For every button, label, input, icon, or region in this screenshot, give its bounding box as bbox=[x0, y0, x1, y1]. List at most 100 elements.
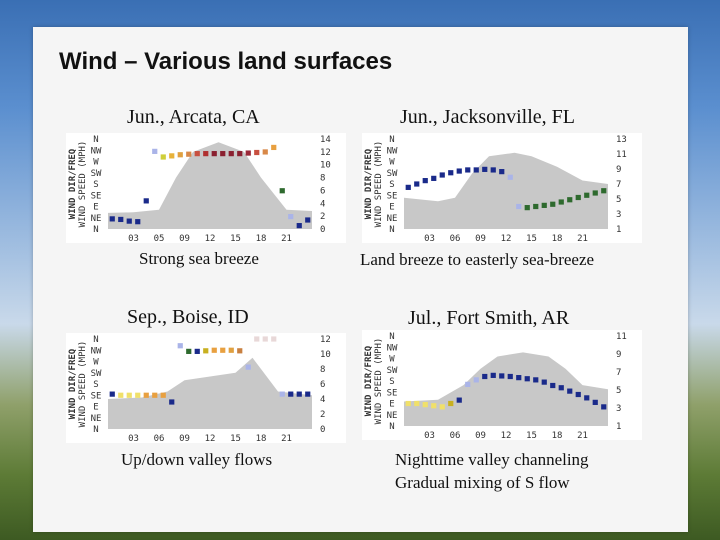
wind-chart-svg: WIND DIR/FREQ WIND SPEED (MPH)NNWWSWSSEEN… bbox=[362, 133, 642, 243]
wind-chart-fort-smith: WIND DIR/FREQ WIND SPEED (MPH) N NW W SW S SE E N… bbox=[362, 330, 642, 440]
direction-point bbox=[126, 392, 132, 398]
direction-point bbox=[507, 373, 513, 380]
direction-point bbox=[499, 373, 505, 379]
speed-tick-label: 6 bbox=[320, 380, 325, 390]
direction-point bbox=[533, 377, 539, 383]
direction-tick-label: NW bbox=[387, 146, 398, 156]
direction-point bbox=[592, 399, 598, 405]
direction-tick-label: N bbox=[389, 332, 394, 342]
direction-point bbox=[135, 392, 141, 398]
direction-point bbox=[516, 203, 522, 210]
x-tick-label: 15 bbox=[526, 431, 537, 440]
direction-point bbox=[422, 178, 428, 184]
chart-caption: Up/down valley flows bbox=[121, 450, 273, 469]
y-axis-label: WIND DIR/FREQ bbox=[68, 148, 78, 219]
x-tick-label: 15 bbox=[230, 434, 241, 443]
direction-point bbox=[592, 190, 598, 196]
direction-point bbox=[160, 392, 166, 398]
direction-tick-label: SW bbox=[91, 169, 102, 179]
direction-tick-label: E bbox=[93, 403, 98, 413]
direction-point bbox=[109, 391, 115, 397]
speed-tick-label: 5 bbox=[616, 195, 621, 205]
direction-point bbox=[482, 166, 488, 172]
direction-tick-label: NW bbox=[91, 346, 102, 356]
speed-tick-label: 11 bbox=[616, 332, 627, 342]
wind-chart-svg: WIND DIR/FREQ WIND SPEED (MPH)NNWWSWSSEEN… bbox=[66, 333, 346, 443]
direction-point bbox=[305, 217, 311, 223]
speed-tick-label: 9 bbox=[616, 350, 621, 360]
direction-point bbox=[228, 347, 234, 353]
y-axis-label-secondary: WIND SPEED (MPH) bbox=[374, 338, 384, 425]
direction-tick-label: S bbox=[389, 377, 394, 387]
direction-point bbox=[448, 400, 454, 407]
wind-chart-jacksonville: WIND DIR/FREQ WIND SPEED (MPH) N NW W SW S SE E N… bbox=[362, 133, 642, 243]
x-tick-label: 21 bbox=[577, 234, 588, 243]
speed-tick-label: 8 bbox=[320, 174, 325, 184]
direction-point bbox=[237, 348, 243, 354]
direction-point bbox=[305, 391, 311, 397]
x-tick-label: 06 bbox=[450, 431, 461, 440]
x-tick-label: 15 bbox=[526, 234, 537, 243]
direction-point bbox=[405, 400, 411, 407]
direction-point bbox=[254, 149, 260, 156]
direction-point bbox=[584, 192, 590, 198]
chart-caption: Strong sea breeze bbox=[139, 249, 259, 268]
speed-tick-label: 4 bbox=[320, 199, 325, 209]
direction-tick-label: N bbox=[93, 135, 98, 145]
direction-tick-label: N bbox=[389, 422, 394, 432]
direction-tick-label: E bbox=[389, 203, 394, 213]
x-tick-label: 06 bbox=[154, 434, 165, 443]
direction-tick-label: E bbox=[389, 400, 394, 410]
direction-point bbox=[601, 404, 607, 410]
direction-point bbox=[109, 216, 115, 222]
speed-tick-label: 1 bbox=[616, 225, 621, 235]
direction-point bbox=[575, 391, 581, 398]
direction-point bbox=[169, 153, 175, 159]
y-axis-label-secondary: WIND SPEED (MPH) bbox=[374, 141, 384, 228]
direction-tick-label: NE bbox=[91, 414, 102, 424]
speed-tick-label: 7 bbox=[616, 368, 621, 378]
x-tick-label: 21 bbox=[281, 234, 292, 243]
speed-tick-label: 12 bbox=[320, 335, 331, 345]
direction-tick-label: N bbox=[389, 225, 394, 235]
direction-tick-label: NE bbox=[387, 214, 398, 224]
direction-point bbox=[431, 403, 437, 409]
direction-point bbox=[516, 375, 522, 381]
direction-point bbox=[473, 167, 479, 173]
direction-point bbox=[245, 364, 251, 370]
direction-tick-label: E bbox=[93, 203, 98, 213]
direction-point bbox=[541, 202, 547, 208]
chart-caption: Land breeze to easterly sea-breeze bbox=[360, 250, 595, 269]
speed-tick-label: 2 bbox=[320, 212, 325, 222]
direction-point bbox=[279, 188, 285, 194]
direction-point bbox=[465, 167, 471, 173]
direction-point bbox=[143, 198, 149, 204]
direction-tick-label: NE bbox=[91, 214, 102, 224]
direction-point bbox=[507, 174, 513, 180]
direction-point bbox=[448, 170, 454, 176]
direction-point bbox=[473, 377, 479, 383]
direction-tick-label: SW bbox=[387, 366, 398, 376]
direction-point bbox=[490, 372, 496, 378]
direction-point bbox=[533, 203, 539, 210]
speed-tick-label: 10 bbox=[320, 161, 331, 171]
direction-point bbox=[279, 391, 285, 397]
slide-title: Wind – Various land surfaces bbox=[59, 48, 393, 75]
direction-point bbox=[177, 152, 183, 158]
wind-speed-area bbox=[404, 152, 608, 229]
direction-point bbox=[490, 167, 496, 173]
direction-point bbox=[439, 404, 445, 410]
speed-tick-label: 10 bbox=[320, 350, 331, 360]
y-axis-label: WIND DIR/FREQ bbox=[364, 148, 374, 219]
y-axis-label: WIND DIR/FREQ bbox=[68, 348, 78, 419]
direction-tick-label: SE bbox=[91, 191, 102, 201]
chart-caption-line: Gradual mixing of S flow bbox=[395, 473, 570, 492]
speed-tick-label: 9 bbox=[616, 165, 621, 175]
direction-point bbox=[194, 151, 200, 157]
speed-tick-label: 2 bbox=[320, 410, 325, 420]
direction-point bbox=[160, 154, 166, 160]
direction-point bbox=[499, 169, 505, 175]
wind-chart-arcata: WIND DIR/FREQ WIND SPEED (MPH) N NW W SW S SE E N… bbox=[66, 133, 346, 243]
x-tick-label: 03 bbox=[128, 234, 139, 243]
chart-location-label: Jun., Arcata, CA bbox=[127, 106, 260, 128]
